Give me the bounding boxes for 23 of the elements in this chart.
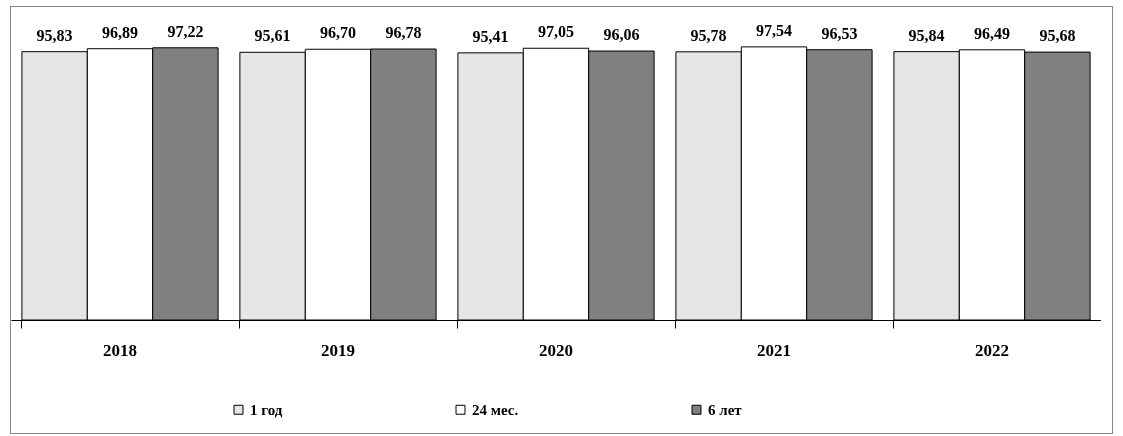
x-tick-label: 2022: [975, 340, 1009, 360]
x-tick-label: 2020: [539, 340, 573, 360]
data-label: 96,78: [385, 24, 422, 42]
data-label: 96,70: [320, 24, 356, 42]
data-label: 97,54: [756, 21, 792, 39]
data-label: 95,83: [36, 26, 73, 44]
legend-label: 1 год: [250, 401, 283, 418]
data-label: 96,89: [102, 23, 138, 41]
data-label: 95,61: [254, 27, 291, 45]
x-tick-label: 2019: [321, 340, 355, 360]
data-label: 95,68: [1039, 27, 1076, 45]
x-tick-label: 2021: [757, 340, 791, 360]
data-label: 95,41: [472, 27, 509, 45]
data-label: 97,05: [538, 23, 574, 41]
data-label: 96,49: [974, 24, 1010, 42]
data-label: 95,78: [690, 26, 727, 44]
data-label: 96,06: [603, 26, 640, 44]
x-tick-label: 2018: [103, 340, 137, 360]
legend-label: 24 мес.: [472, 401, 519, 418]
data-label: 95,84: [908, 26, 945, 44]
data-label: 97,22: [167, 22, 204, 40]
legend-label: 6 лет: [708, 401, 743, 418]
data-label: 96,53: [821, 24, 858, 42]
